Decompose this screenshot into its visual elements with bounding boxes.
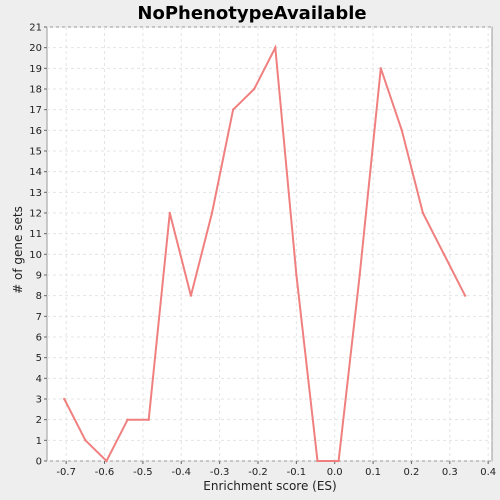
x-tick-label: -0.3 [210, 467, 230, 478]
y-tick-label: 7 [36, 312, 42, 323]
data-point [400, 129, 404, 132]
series-points [63, 46, 467, 463]
data-point [421, 211, 425, 215]
y-tick-label: 18 [29, 85, 42, 96]
y-tick-label: 14 [29, 167, 42, 178]
x-tick-label: -0.6 [95, 467, 115, 478]
data-point [189, 294, 193, 297]
y-tick-label: 8 [36, 291, 42, 302]
data-point [252, 87, 256, 91]
data-point [231, 108, 235, 111]
y-tick-label: 21 [29, 23, 42, 34]
data-point [295, 273, 298, 277]
x-tick-label: 0.1 [365, 467, 381, 478]
data-point [63, 397, 66, 401]
y-tick-label: 4 [36, 374, 42, 385]
y-tick-label: 16 [29, 126, 42, 137]
data-point [126, 418, 129, 421]
y-tick-label: 20 [29, 43, 42, 54]
y-tick-label: 2 [36, 415, 42, 426]
x-axis-label: Enrichment score (ES) [203, 479, 336, 493]
series-line [63, 44, 466, 463]
data-point [105, 459, 108, 463]
x-tick-label: -0.4 [172, 467, 192, 478]
x-tick-label: 0.0 [327, 467, 343, 478]
x-tick-label: 0.3 [442, 467, 458, 478]
y-tick-label: 6 [36, 333, 42, 344]
y-tick-label: 15 [29, 147, 42, 158]
chart-title: NoPhenotypeAvailable [137, 3, 366, 24]
plot-background [46, 26, 493, 462]
y-axis-label: # of gene sets [11, 206, 25, 294]
data-point [358, 273, 361, 277]
y-tick-label: 1 [36, 436, 42, 447]
y-tick-label: 17 [29, 105, 42, 116]
y-tick-label: 0 [36, 457, 42, 468]
x-tick-label: -0.2 [248, 467, 268, 478]
x-tick-label: 0.2 [403, 467, 419, 478]
y-tick-label: 11 [29, 229, 42, 240]
data-point [316, 459, 319, 463]
x-tick-label: -0.1 [287, 467, 307, 478]
data-point [168, 211, 171, 215]
data-point [147, 418, 150, 421]
data-point [442, 253, 446, 256]
y-tick-label: 12 [29, 209, 42, 220]
y-tick-label: 13 [29, 188, 42, 199]
y-tick-label: 19 [29, 64, 42, 75]
data-point [337, 459, 340, 463]
data-point [463, 294, 467, 297]
data-point [210, 211, 214, 215]
data-point [379, 67, 382, 70]
x-tick-label: -0.7 [56, 467, 76, 478]
x-tick-label: 0.4 [480, 467, 496, 478]
grid [47, 26, 492, 462]
y-tick-label: 10 [29, 250, 42, 261]
y-tick-label: 9 [36, 271, 42, 282]
x-tick-label: -0.5 [133, 467, 153, 478]
x-axis: -0.7 -0.6 -0.5 -0.4 -0.3 -0.2 -0.1 0.0 0.1 0.2 0.3… [56, 461, 496, 478]
data-point [84, 439, 87, 442]
data-point [274, 46, 277, 49]
y-tick-label: 3 [36, 395, 42, 406]
y-tick-label: 5 [36, 353, 42, 364]
